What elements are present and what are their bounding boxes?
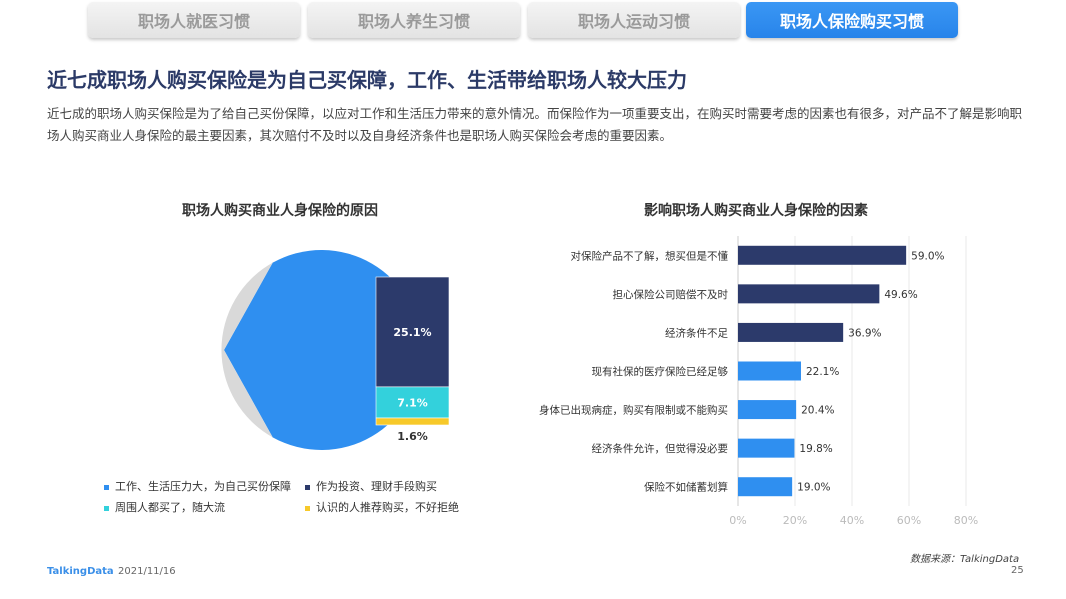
bar-category-label: 经济条件不足 [665,326,728,339]
bar-value-label: 36.9% [848,327,881,339]
legend-label: 认识的人推荐购买，不好拒绝 [316,501,459,514]
bar-5 [738,400,797,420]
bar-value-label: 19.0% [797,482,830,494]
tab-health-habits[interactable]: 职场人养生习惯 [308,2,520,38]
legend-item-investment: 作为投资、理财手段购买 [305,478,437,494]
bar-4 [738,361,801,381]
bar-3 [738,322,844,342]
footer-date: 2021/11/16 [118,566,176,577]
x-tick-label: 20% [783,514,807,527]
legend-label: 作为投资、理财手段购买 [316,480,437,493]
pie-slice-other [221,262,273,438]
legend-item-self-protection: 工作、生活压力大，为自己买份保障 [104,478,291,494]
pie-chart-title: 职场人购买商业人身保险的原因 [182,203,378,219]
bar-value-label: 59.0% [911,250,944,262]
bar-category-label: 现有社保的医疗保险已经足够 [592,365,729,378]
tab-bar: 职场人就医习惯 职场人养生习惯 职场人运动习惯 职场人保险购买习惯 [88,2,968,40]
page-description: 近七成的职场人购买保险是为了给自己买份保障，以应对工作和生活压力带来的意外情况。… [47,106,1023,143]
bar-category-label: 身体已出现病症，购买有限制或不能购买 [539,404,728,417]
stack-label-referral: 1.6% [397,430,428,443]
bar-2 [738,284,880,304]
data-source-note: 数据来源：TalkingData [910,554,1020,565]
bar-6 [738,438,795,458]
bar-category-label: 担心保险公司赔偿不及时 [613,288,729,301]
bar-value-label: 19.8% [799,443,832,455]
bar-chart-title: 影响职场人购买商业人身保险的因素 [644,203,868,219]
bar-value-label: 20.4% [801,405,834,417]
x-tick-label: 40% [840,514,864,527]
page-number: 25 [1011,565,1024,576]
stack-bar-referral [375,417,450,426]
bar-7 [738,477,793,497]
tab-insurance-habits[interactable]: 职场人保险购买习惯 [746,2,958,38]
page-headline: 近七成职场人购买保险是为自己买保障，工作、生活带给职场人较大压力 [47,68,687,92]
bar-value-label: 22.1% [806,366,839,378]
x-tick-label: 60% [897,514,921,527]
bar-category-label: 对保险产品不了解，想买但是不懂 [571,249,729,262]
stack-bar-investment [375,276,450,388]
x-tick-label: 0% [729,514,746,527]
legend-label: 周围人都买了，随大流 [115,501,225,514]
stack-label-follow-crowd: 7.1% [397,396,428,409]
stack-label-investment: 25.1% [393,326,431,339]
legend-label: 工作、生活压力大，为自己买份保障 [115,480,291,493]
bar-category-label: 保险不如储蓄划算 [644,481,728,494]
bar-category-label: 经济条件允许，但觉得没必要 [592,442,729,455]
tab-medical-habits[interactable]: 职场人就医习惯 [88,2,300,38]
legend-item-referral: 认识的人推荐购买，不好拒绝 [305,499,459,515]
legend-item-follow-crowd: 周围人都买了，随大流 [104,499,225,515]
legend-swatch [305,484,310,490]
talkingdata-logo: TalkingData [47,566,114,577]
legend-swatch [305,505,310,511]
bar-1 [738,245,907,265]
legend-swatch [104,484,109,490]
pie-label-self-protection: 66.2% [127,345,165,358]
tab-exercise-habits[interactable]: 职场人运动习惯 [528,2,740,38]
stack-bar-follow-crowd [375,386,450,419]
pie-slice-self-protection [224,250,422,450]
legend-swatch [104,505,109,511]
x-tick-label: 80% [954,514,978,527]
bar-value-label: 49.6% [884,289,917,301]
